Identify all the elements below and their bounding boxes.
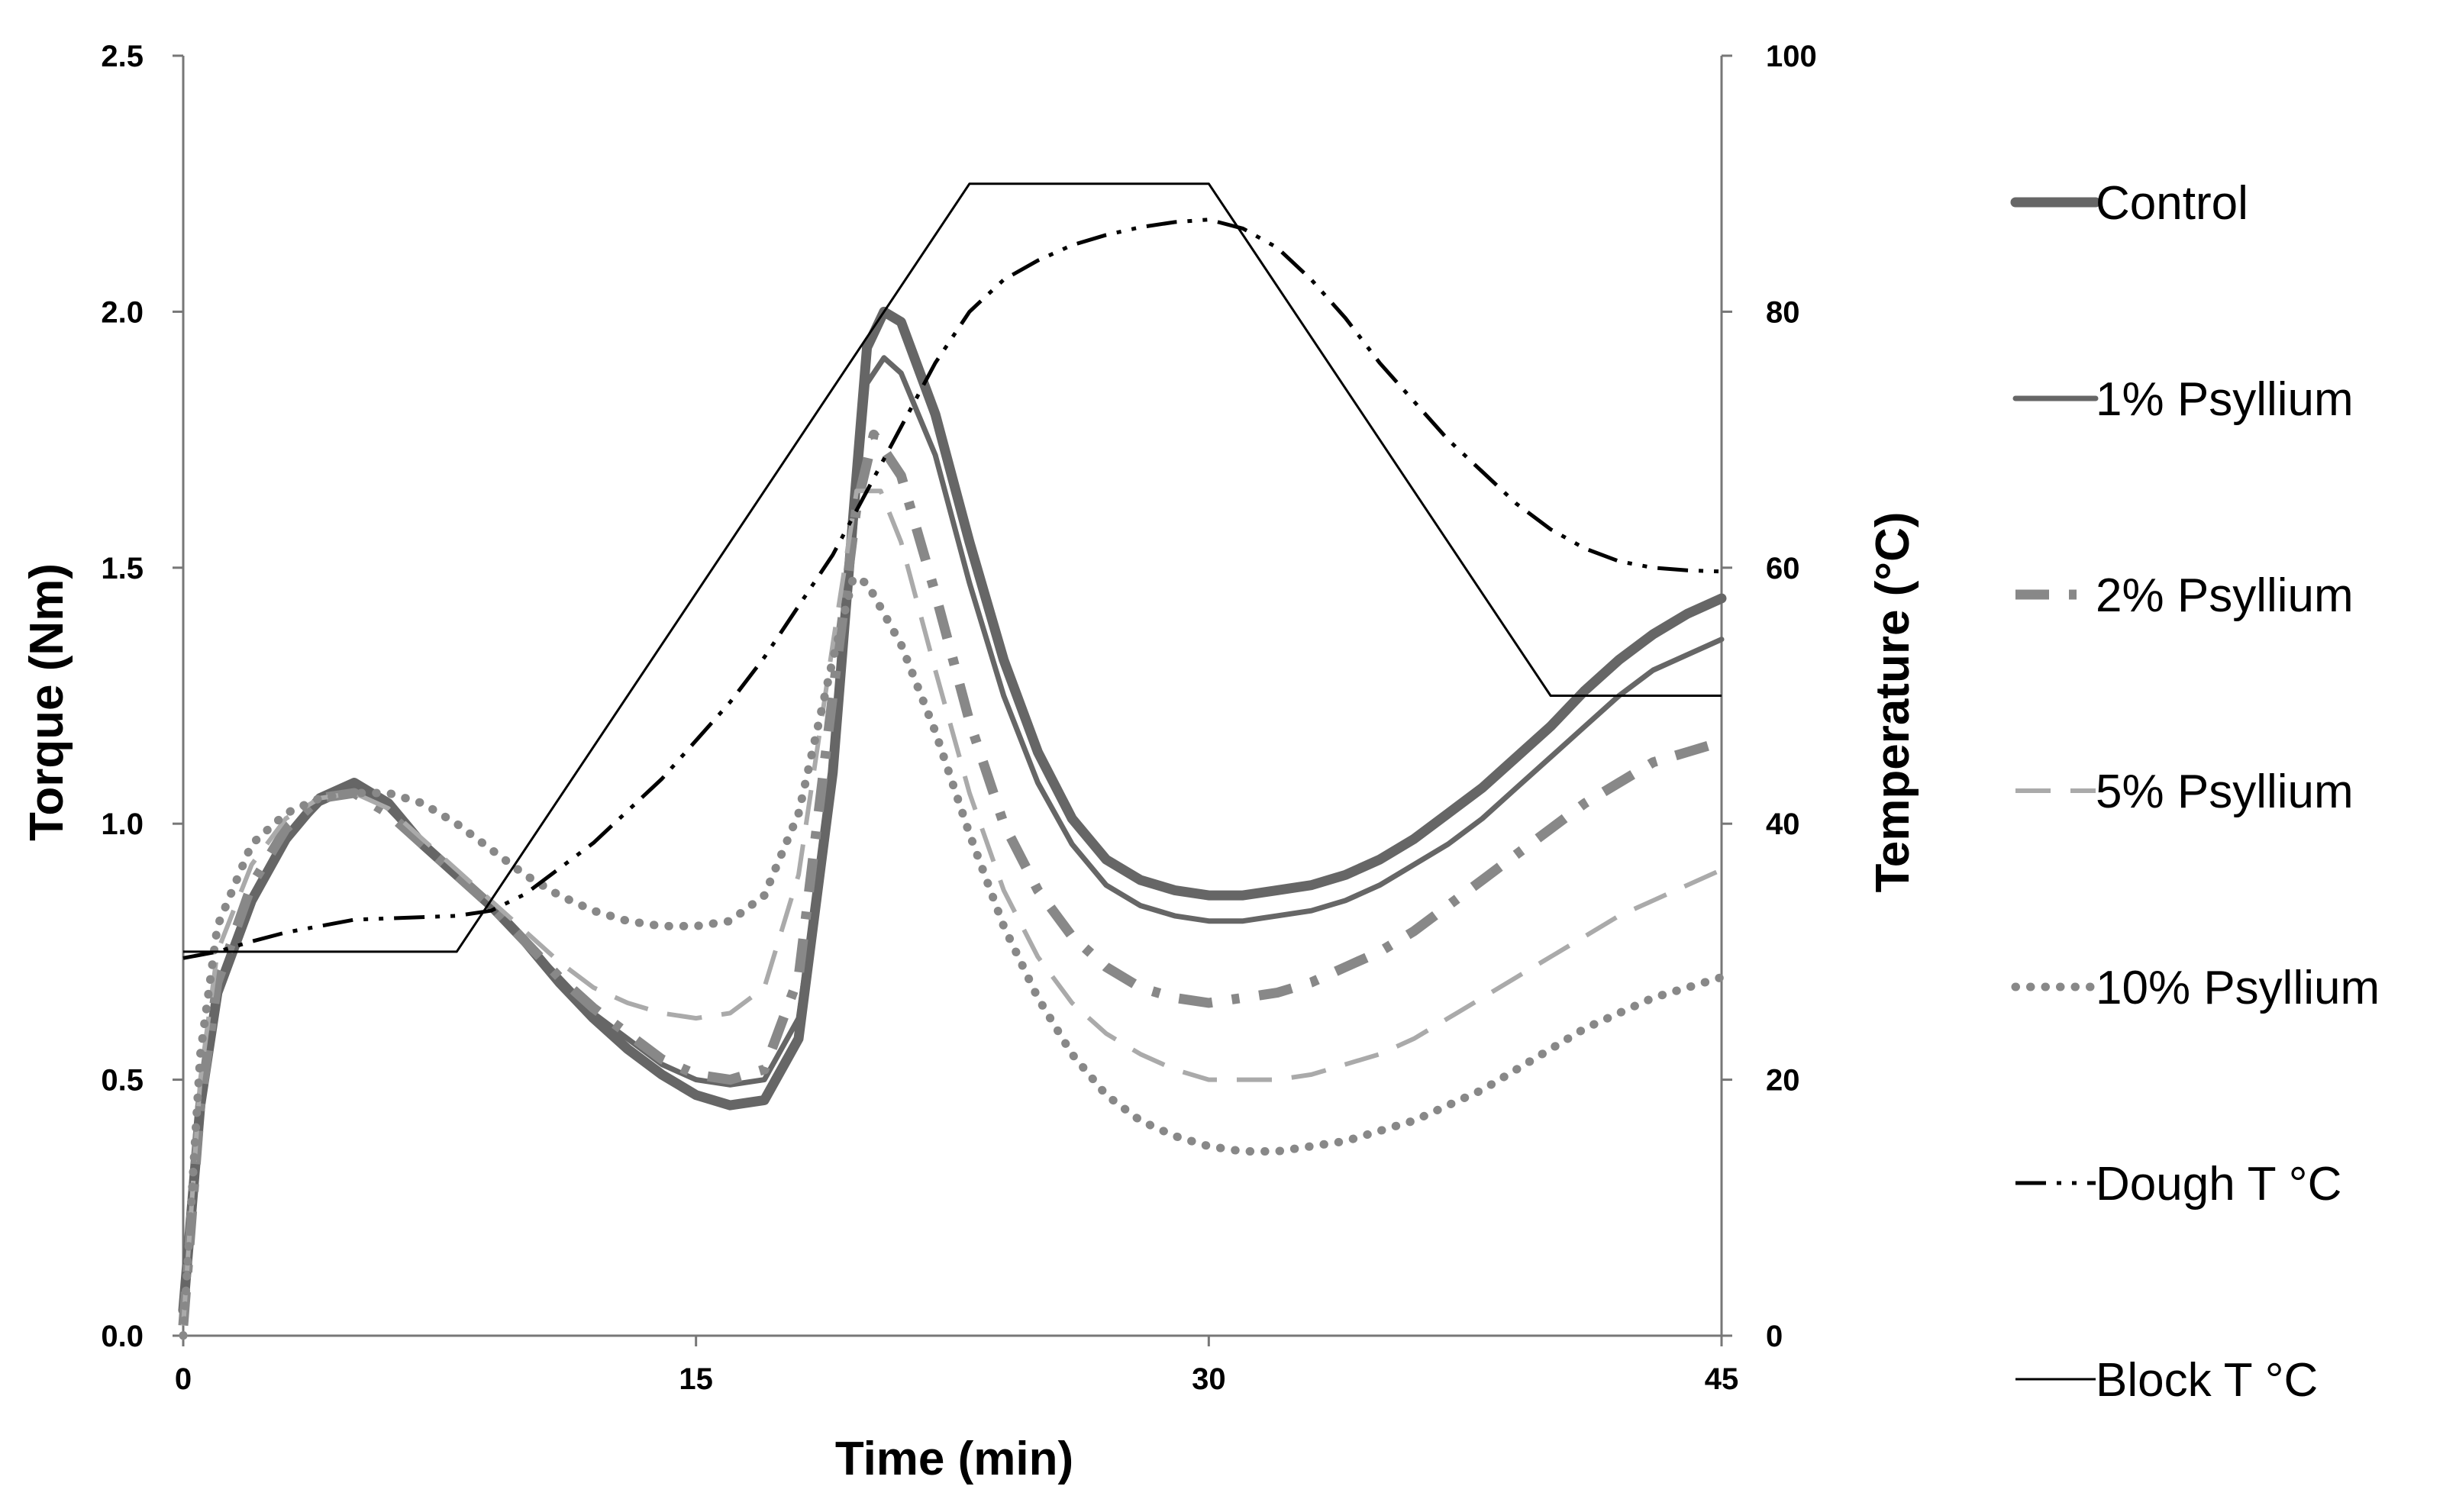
y-tick-label: 1.5 bbox=[101, 552, 144, 585]
x-tick-label: 0 bbox=[175, 1362, 192, 1396]
series-line-dough-t-c bbox=[182, 218, 1722, 960]
y-tick-label: 2.0 bbox=[101, 295, 144, 329]
y2-tick-label: 100 bbox=[1766, 40, 1817, 73]
y2-tick-label: 80 bbox=[1766, 295, 1800, 329]
series-line-5-psyllium bbox=[181, 488, 1723, 1326]
legend: Control 1% Psyllium 2% Psyllium 5% Psyllium… bbox=[2010, 177, 2380, 1407]
y2-tick-label: 40 bbox=[1766, 808, 1800, 841]
y-tick-label: 0.5 bbox=[101, 1064, 144, 1098]
legend-label: Dough T °C bbox=[2096, 1158, 2341, 1211]
x-tick-label: 45 bbox=[1705, 1362, 1739, 1396]
series-line-block-t-c bbox=[183, 182, 1722, 953]
legend-label: 5% Psyllium bbox=[2096, 766, 2354, 818]
y-axis-title: Torque (Nm) bbox=[21, 563, 73, 841]
x-tick-label: 30 bbox=[1192, 1362, 1226, 1396]
axes: 0.0 0.5 1.0 1.5 2.0 2.5 0 20 40 60 80 100 0 15 30 45 bbox=[101, 40, 1816, 1396]
y2-tick-label: 60 bbox=[1766, 552, 1800, 585]
legend-label: 1% Psyllium bbox=[2096, 373, 2354, 426]
series-line-2-psyllium bbox=[178, 429, 1723, 1327]
y-tick-label: 1.0 bbox=[101, 808, 144, 841]
legend-label: 10% Psyllium bbox=[2096, 962, 2380, 1014]
legend-label: Control bbox=[2096, 177, 2248, 230]
x-axis-title: Time (min) bbox=[835, 1433, 1073, 1485]
series-layer bbox=[178, 182, 1727, 1340]
y2-tick-label: 0 bbox=[1766, 1320, 1783, 1353]
legend-label: 2% Psyllium bbox=[2096, 569, 2354, 622]
legend-label: Block T °C bbox=[2096, 1354, 2318, 1407]
y-tick-label: 2.5 bbox=[101, 40, 144, 73]
series-line-10-psyllium bbox=[179, 573, 1726, 1340]
x-tick-label: 15 bbox=[679, 1362, 713, 1396]
y-tick-label: 0.0 bbox=[101, 1320, 144, 1353]
y2-tick-label: 20 bbox=[1766, 1064, 1800, 1098]
y2-axis-title: Temperature (°C) bbox=[1867, 511, 1919, 892]
